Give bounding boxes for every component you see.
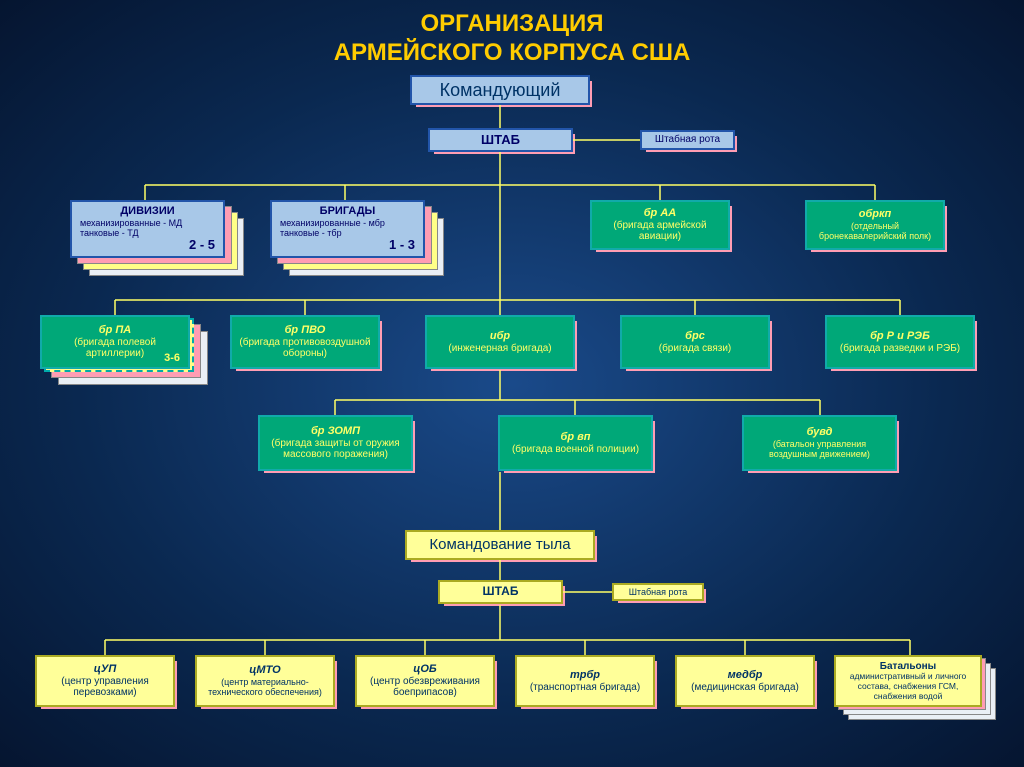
brzomp-sub: (бригада защиты от оружия массового пора…: [264, 438, 407, 461]
node-trbr: трбр (транспортная бригада): [515, 655, 655, 707]
bat-sub: административный и личного состава, снаб…: [840, 672, 976, 701]
node-obrkp: обркп (отдельный бронекавалерийский полк…: [805, 200, 945, 250]
braa-sub: (бригада армейской авиации): [596, 220, 724, 243]
cob-title: цОБ: [413, 663, 436, 676]
node-divisions: ДИВИЗИИ механизированные - МД танковые -…: [70, 200, 225, 258]
obrkp-sub: (отдельный бронекавалерийский полк): [811, 221, 939, 242]
brigades-sub2: танковые - тбр: [280, 228, 342, 238]
buvd-sub: (батальон управления воздушным движением…: [748, 439, 891, 460]
brigades-title: БРИГАДЫ: [320, 205, 376, 218]
hqco1-label: Штабная рота: [655, 134, 720, 146]
braa-title: бр АА: [644, 207, 676, 220]
cmto-sub: (центр материально-технического обеспече…: [201, 677, 329, 698]
brzomp-title: бр ЗОМП: [311, 425, 360, 438]
title-line2: АРМЕЙСКОГО КОРПУСА США: [334, 39, 691, 66]
title-line1: ОРГАНИЗАЦИЯ: [420, 10, 603, 37]
brreab-title: бр Р и РЭБ: [870, 330, 930, 343]
cob-sub: (центр обезвреживания боеприпасов): [361, 676, 489, 699]
divisions-sub1: механизированные - МД: [80, 218, 182, 228]
divisions-title: ДИВИЗИИ: [120, 205, 174, 218]
brs-sub: (бригада связи): [659, 343, 732, 355]
chart-title: ОРГАНИЗАЦИЯ АРМЕЙСКОГО КОРПУСА США: [0, 0, 1024, 68]
node-cup: цУП (центр управления перевозками): [35, 655, 175, 707]
node-braa: бр АА (бригада армейской авиации): [590, 200, 730, 250]
brvp-sub: (бригада военной полиции): [512, 444, 639, 456]
brigades-sub1: механизированные - мбр: [280, 218, 385, 228]
node-cmto: цМТО (центр материально-технического обе…: [195, 655, 335, 707]
commander-label: Командующий: [440, 80, 561, 101]
brpvo-sub: (бригада противовоздушной обороны): [236, 337, 374, 360]
ibr-title: ибр: [490, 330, 510, 343]
obrkp-title: обркп: [859, 208, 892, 221]
medbr-sub: (медицинская бригада): [691, 682, 799, 694]
brs-title: брс: [685, 330, 705, 343]
node-cob: цОБ (центр обезвреживания боеприпасов): [355, 655, 495, 707]
node-hqco1: Штабная рота: [640, 130, 735, 150]
node-brzomp: бр ЗОМП (бригада защиты от оружия массов…: [258, 415, 413, 471]
node-bat: Батальоны административный и личного сос…: [834, 655, 982, 707]
brpvo-title: бр ПВО: [285, 324, 326, 337]
node-logcmd: Командование тыла: [405, 530, 595, 560]
node-hqco2: Штабная рота: [612, 583, 704, 601]
trbr-sub: (транспортная бригада): [530, 682, 640, 694]
hqco2-label: Штабная рота: [629, 587, 688, 597]
medbr-title: медбр: [728, 669, 763, 682]
brvp-title: бр вп: [561, 431, 591, 444]
buvd-title: бувд: [807, 426, 833, 439]
node-buvd: бувд (батальон управления воздушным движ…: [742, 415, 897, 471]
node-brreab: бр Р и РЭБ (бригада разведки и РЭБ): [825, 315, 975, 369]
node-medbr: медбр (медицинская бригада): [675, 655, 815, 707]
cmto-title: цМТО: [249, 664, 280, 677]
node-ibr: ибр (инженерная бригада): [425, 315, 575, 369]
brreab-sub: (бригада разведки и РЭБ): [840, 343, 960, 355]
brpa-title: бр ПА: [99, 324, 131, 337]
hq1-label: ШТАБ: [481, 133, 520, 148]
node-brvp: бр вп (бригада военной полиции): [498, 415, 653, 471]
cup-sub: (центр управления перевозками): [41, 676, 169, 699]
node-hq2: ШТАБ: [438, 580, 563, 604]
logcmd-label: Командование тыла: [429, 536, 570, 553]
brpa-count: 3-6: [164, 352, 180, 365]
node-brpa: бр ПА (бригада полевой артиллерии) 3-6: [40, 315, 190, 369]
node-brpvo: бр ПВО (бригада противовоздушной обороны…: [230, 315, 380, 369]
node-brs: брс (бригада связи): [620, 315, 770, 369]
cup-title: цУП: [94, 663, 116, 676]
hq2-label: ШТАБ: [483, 585, 519, 599]
brigades-count: 1 - 3: [389, 238, 415, 253]
divisions-count: 2 - 5: [189, 238, 215, 253]
trbr-title: трбр: [570, 669, 600, 682]
divisions-sub2: танковые - ТД: [80, 228, 139, 238]
ibr-sub: (инженерная бригада): [448, 343, 551, 355]
node-hq1: ШТАБ: [428, 128, 573, 152]
node-commander: Командующий: [410, 75, 590, 105]
node-brigades: БРИГАДЫ механизированные - мбр танковые …: [270, 200, 425, 258]
